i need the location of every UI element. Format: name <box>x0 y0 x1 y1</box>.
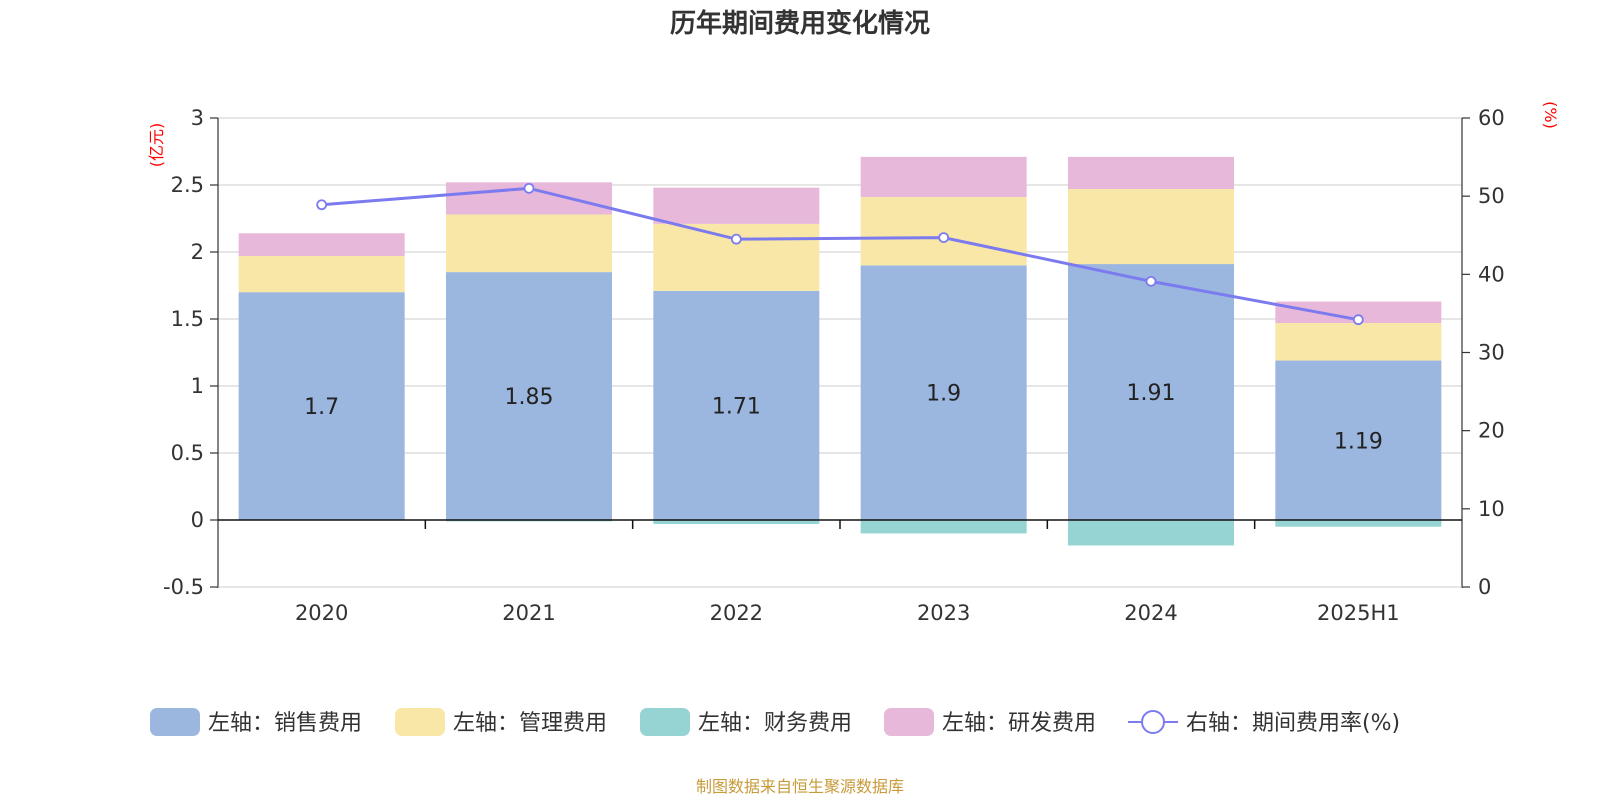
bar-segment <box>238 233 405 257</box>
bar-value-label: 1.71 <box>712 394 761 419</box>
right-tick-label: 0 <box>1478 575 1491 599</box>
left-tick-label: 0.5 <box>171 441 204 465</box>
source-note: 制图数据来自恒生聚源数据库 <box>696 777 904 796</box>
bar-segment <box>653 187 820 224</box>
legend-label: 左轴：研发费用 <box>942 711 1096 736</box>
left-tick-label: 1 <box>191 374 204 398</box>
bar-segment <box>1068 189 1234 265</box>
bar-segment <box>860 156 1027 198</box>
bar-segment <box>653 520 820 525</box>
legend-label: 左轴：销售费用 <box>208 711 362 736</box>
x-tick-label: 2020 <box>295 601 348 625</box>
bar-group <box>238 156 1442 546</box>
bar-segment <box>1275 301 1442 324</box>
left-tick-label: 0 <box>191 508 204 532</box>
rate-point <box>316 199 328 211</box>
bar-value-label: 1.7 <box>304 395 339 420</box>
rate-point <box>1352 314 1364 326</box>
left-tick-label: -0.5 <box>163 575 204 599</box>
data-labels: 1.7 1.85 1.71 1.9 1.91 1.19 <box>304 381 1383 454</box>
legend-label: 左轴：财务费用 <box>698 711 852 736</box>
legend-label: 左轴：管理费用 <box>453 711 607 736</box>
bar-value-label: 1.9 <box>926 382 961 407</box>
left-tick-label: 3 <box>191 106 204 130</box>
right-tick-label: 60 <box>1478 106 1505 130</box>
bar-segment <box>1068 520 1234 546</box>
rate-point <box>523 182 535 194</box>
rate-point <box>938 232 950 243</box>
bar-segment <box>860 265 1027 520</box>
right-tick-label: 30 <box>1478 341 1505 365</box>
chart-title: 历年期间费用变化情况 <box>670 8 930 39</box>
x-tick-label: 2023 <box>917 601 970 625</box>
legend-swatch <box>640 708 690 736</box>
bar-segment <box>1068 156 1234 190</box>
legend-marker <box>1141 710 1165 734</box>
x-tick-label: 2022 <box>710 601 763 625</box>
x-tick-label: 2021 <box>502 601 555 625</box>
left-tick-label: 1.5 <box>171 307 204 331</box>
bar-segment <box>446 272 612 520</box>
left-tick-label: 2.5 <box>171 173 204 197</box>
bar-segment <box>1068 264 1234 520</box>
left-tick-label: 2 <box>191 240 204 264</box>
bar-segment <box>446 214 612 273</box>
bar-value-label: 1.85 <box>505 385 554 410</box>
bar-segment <box>860 197 1027 266</box>
legend-label: 右轴：期间费用率(%) <box>1186 711 1400 736</box>
legend: 左轴：销售费用 左轴：管理费用 左轴：财务费用 左轴：研发费用 右轴：期间费用率(%) <box>150 708 1400 736</box>
rate-line <box>321 186 1359 322</box>
bar-segment <box>238 292 405 520</box>
x-tick-label: 2025H1 <box>1317 601 1400 625</box>
left-axis-unit: (亿元) <box>147 123 166 168</box>
right-tick-label: 50 <box>1478 184 1505 208</box>
legend-swatch <box>395 708 445 736</box>
legend-swatch <box>884 708 934 736</box>
bar-segment <box>860 520 1027 534</box>
bar-segment <box>1275 360 1442 520</box>
bar-segment <box>653 290 820 520</box>
legend-swatch <box>150 708 200 736</box>
rate-line-group <box>316 182 1364 326</box>
x-tick-label: 2024 <box>1124 601 1177 625</box>
bar-value-label: 1.19 <box>1334 429 1383 454</box>
right-axis-unit: (%) <box>1541 101 1560 129</box>
rate-point <box>1145 275 1157 287</box>
right-tick-label: 40 <box>1478 262 1505 286</box>
bar-segment <box>1275 323 1442 361</box>
right-tick-label: 10 <box>1478 497 1505 521</box>
bar-segment <box>1275 520 1442 527</box>
right-tick-label: 20 <box>1478 419 1505 443</box>
bar-segment <box>238 256 405 293</box>
rate-point <box>730 233 742 245</box>
axes: 3 2.5 2 1.5 1 0.5 0 -0.5 60 50 40 30 20 10 0 2020 2021 20… <box>147 101 1560 625</box>
bar-value-label: 1.91 <box>1127 381 1176 406</box>
